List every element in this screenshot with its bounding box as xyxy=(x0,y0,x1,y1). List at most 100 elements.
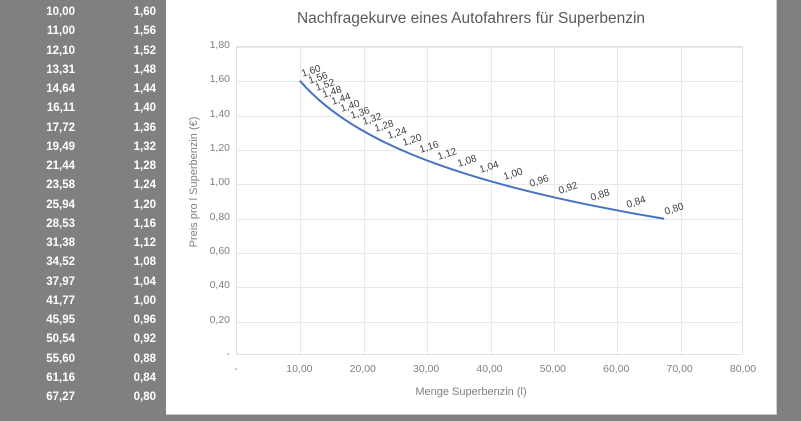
table-row[interactable]: 55,60 0,88 xyxy=(0,350,166,369)
series-line xyxy=(299,80,665,220)
table-row[interactable]: 14,64 1,44 xyxy=(0,80,166,99)
gridline-horizontal xyxy=(237,116,742,117)
table-row[interactable]: 34,52 1,08 xyxy=(0,253,166,272)
chart-panel[interactable]: Nachfragekurve eines Autofahrers für Sup… xyxy=(166,0,777,415)
cell-price[interactable]: 1,36 xyxy=(133,121,156,134)
cell-quantity[interactable]: 41,77 xyxy=(46,294,75,307)
cell-price[interactable]: 1,44 xyxy=(133,83,156,95)
table-row[interactable]: 16,11 1,40 xyxy=(0,99,166,118)
cell-price[interactable]: 1,60 xyxy=(133,6,156,18)
cell-quantity[interactable]: 23,58 xyxy=(46,179,75,192)
cell-price[interactable]: 1,52 xyxy=(133,44,156,57)
table-row[interactable]: 12,10 1,52 xyxy=(0,42,166,61)
cell-price[interactable]: 0,96 xyxy=(133,314,156,326)
gridline-horizontal xyxy=(237,219,742,220)
cell-quantity[interactable]: 31,38 xyxy=(46,237,75,249)
table-row[interactable]: 50,54 0,92 xyxy=(0,330,166,349)
table-row[interactable]: 17,72 1,36 xyxy=(0,119,166,138)
gridline-vertical xyxy=(681,47,682,354)
table-row[interactable]: 23,58 1,24 xyxy=(0,176,166,195)
data-table[interactable]: 10,00 1,60 11,00 1,56 12,10 1,52 13,31 1,48 14,6… xyxy=(0,0,166,421)
cell-price[interactable]: 0,84 xyxy=(133,371,156,384)
table-row[interactable]: 11,00 1,56 xyxy=(0,22,166,41)
cell-price[interactable]: 1,20 xyxy=(133,198,156,211)
table-row[interactable]: 31,38 1,12 xyxy=(0,234,166,253)
cell-price[interactable]: 0,88 xyxy=(133,352,156,365)
cell-price[interactable]: 1,28 xyxy=(133,160,156,172)
cell-price[interactable]: 1,16 xyxy=(133,217,156,230)
cell-price[interactable]: 1,40 xyxy=(133,102,156,115)
cell-quantity[interactable]: 19,49 xyxy=(46,140,75,153)
cell-quantity[interactable]: 21,44 xyxy=(46,160,75,172)
table-row[interactable]: 21,44 1,28 xyxy=(0,157,166,176)
gridline-horizontal xyxy=(237,150,742,151)
cell-price[interactable]: 1,00 xyxy=(133,294,156,307)
y-tick-label: 1,60 xyxy=(209,73,230,86)
cell-price[interactable]: 1,56 xyxy=(133,25,156,38)
table-row[interactable]: 25,94 1,20 xyxy=(0,196,166,215)
cell-quantity[interactable]: 13,31 xyxy=(46,63,75,76)
table-row[interactable]: 45,95 0,96 xyxy=(0,311,166,330)
gridline-vertical xyxy=(554,47,555,354)
table-row[interactable]: 19,49 1,32 xyxy=(0,138,166,157)
plot-area[interactable]: 1,60 1,56 1,52 1,48 1,44 1,40 1,36 1,32 1,28 1,24… xyxy=(236,46,743,355)
table-row[interactable]: 28,53 1,16 xyxy=(0,215,166,234)
y-tick-label: 0,20 xyxy=(209,313,230,326)
cell-price[interactable]: 0,80 xyxy=(133,391,156,403)
table-row[interactable]: 37,97 1,04 xyxy=(0,273,166,292)
x-tick-label: - xyxy=(234,363,238,375)
cell-quantity[interactable]: 28,53 xyxy=(46,217,75,230)
cell-quantity[interactable]: 55,60 xyxy=(46,352,75,365)
cell-price[interactable]: 1,04 xyxy=(133,275,156,288)
cell-price[interactable]: 1,48 xyxy=(133,63,156,76)
cell-quantity[interactable]: 45,95 xyxy=(46,314,75,326)
cell-quantity[interactable]: 34,52 xyxy=(46,256,75,269)
gridline-horizontal xyxy=(237,253,742,254)
x-tick-label: 70,00 xyxy=(666,363,693,375)
cell-quantity[interactable]: 50,54 xyxy=(46,333,75,346)
y-tick-label: 1,40 xyxy=(209,107,230,120)
cell-quantity[interactable]: 67,27 xyxy=(46,391,75,403)
gridline-horizontal xyxy=(237,287,742,288)
cell-price[interactable]: 0,92 xyxy=(133,333,156,346)
table-row[interactable]: 13,31 1,48 xyxy=(0,61,166,80)
gridline-horizontal xyxy=(237,322,742,323)
cell-quantity[interactable]: 12,10 xyxy=(46,44,75,57)
table-row[interactable]: 41,77 1,00 xyxy=(0,292,166,311)
cell-quantity[interactable]: 37,97 xyxy=(46,275,75,288)
cell-price[interactable]: 1,24 xyxy=(133,179,156,192)
gridline-horizontal xyxy=(237,47,742,48)
table-row[interactable]: 10,00 1,60 xyxy=(0,3,166,22)
cell-quantity[interactable]: 10,00 xyxy=(46,6,75,18)
table-row[interactable]: 61,16 0,84 xyxy=(0,369,166,388)
x-tick-label: 60,00 xyxy=(603,363,630,375)
cell-quantity[interactable]: 61,16 xyxy=(46,371,75,384)
cell-quantity[interactable]: 14,64 xyxy=(46,83,75,95)
x-axis-title: Menge Superbenzin (l) xyxy=(415,386,527,398)
y-tick-label: 0,60 xyxy=(209,245,230,257)
demand-curve xyxy=(299,80,665,220)
y-tick-label: 0,80 xyxy=(209,210,230,223)
x-tick-label: 40,00 xyxy=(476,363,503,375)
y-tick-label: 1,80 xyxy=(209,39,230,51)
x-tick-label: 30,00 xyxy=(412,363,440,375)
x-tick-label: 10,00 xyxy=(286,363,313,375)
gridline-vertical xyxy=(491,47,492,354)
cell-quantity[interactable]: 16,11 xyxy=(46,102,75,115)
x-tick-label: 50,00 xyxy=(539,363,567,375)
x-tick-label: 20,00 xyxy=(349,363,376,375)
cell-quantity[interactable]: 25,94 xyxy=(46,198,75,211)
cell-quantity[interactable]: 11,00 xyxy=(46,25,75,38)
table-row[interactable]: 67,27 0,80 xyxy=(0,388,166,407)
cell-price[interactable]: 1,12 xyxy=(133,237,156,249)
chart-title: Nachfragekurve eines Autofahrers für Sup… xyxy=(296,10,646,27)
gridline-vertical xyxy=(427,47,428,354)
cell-quantity[interactable]: 17,72 xyxy=(46,121,75,134)
y-tick-label: 0,40 xyxy=(209,279,230,292)
gridline-horizontal xyxy=(237,184,742,185)
gridline-vertical xyxy=(617,47,618,354)
cell-price[interactable]: 1,08 xyxy=(133,256,156,269)
cell-price[interactable]: 1,32 xyxy=(133,140,156,153)
gridline-vertical xyxy=(364,47,365,354)
